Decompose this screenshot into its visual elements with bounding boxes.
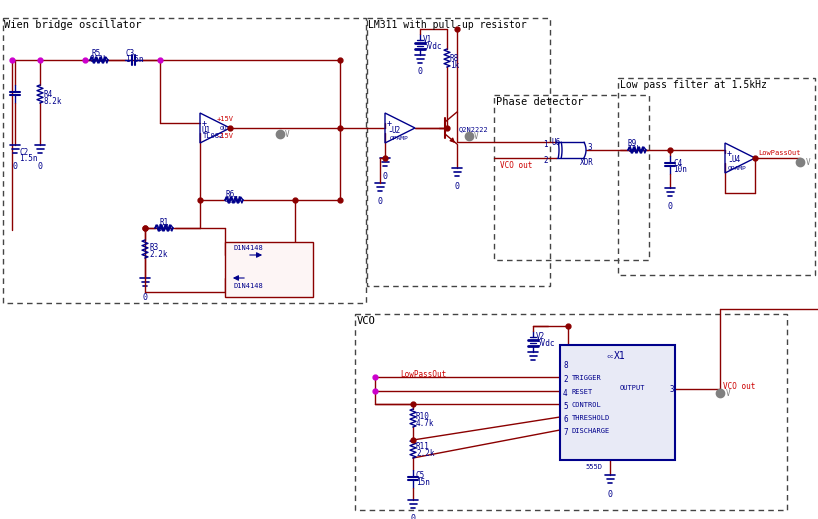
Text: LowPassOut: LowPassOut [400, 370, 447, 379]
Text: 0: 0 [383, 172, 388, 181]
Text: RESET: RESET [572, 389, 593, 395]
Text: R5: R5 [91, 49, 101, 58]
Text: OPAMP: OPAMP [390, 136, 409, 141]
Text: R1: R1 [160, 218, 169, 227]
Bar [618, 78, 815, 275]
Text: 1.5n: 1.5n [19, 154, 38, 163]
Text: TL082: TL082 [203, 133, 224, 139]
Text: OUTPUT: OUTPUT [620, 385, 645, 391]
Text: 0: 0 [12, 162, 17, 171]
Text: V2: V2 [536, 332, 546, 341]
Text: Phase detector: Phase detector [496, 97, 583, 107]
Text: 8.2k: 8.2k [44, 97, 62, 106]
Text: 5Vdc: 5Vdc [423, 42, 442, 51]
Text: C4: C4 [673, 159, 682, 168]
Text: +: + [202, 119, 207, 129]
Text: 0: 0 [417, 67, 423, 76]
Text: 2: 2 [563, 375, 568, 384]
Text: 8.2k: 8.2k [90, 55, 109, 64]
Text: D1N4148: D1N4148 [233, 245, 263, 251]
Text: C2: C2 [19, 148, 29, 157]
Text: 8: 8 [563, 361, 568, 370]
Text: -15V: -15V [217, 133, 234, 139]
Text: 3: 3 [670, 385, 675, 394]
Text: C5: C5 [416, 471, 425, 480]
Text: VCO out: VCO out [723, 382, 755, 391]
Text: VCO: VCO [357, 316, 375, 326]
Text: LowPassOut: LowPassOut [758, 150, 801, 156]
Text: 2.2k: 2.2k [149, 250, 168, 259]
Text: +: + [387, 119, 392, 129]
Text: V: V [726, 389, 730, 398]
Text: Q2N2222: Q2N2222 [459, 126, 488, 132]
Text: 0: 0 [411, 514, 416, 519]
Text: cc: cc [606, 354, 614, 359]
Text: VCO out: VCO out [500, 161, 533, 170]
Text: 0: 0 [608, 490, 613, 499]
Text: R10: R10 [416, 412, 430, 421]
Text: 5: 5 [563, 402, 568, 411]
Text: TRIGGER: TRIGGER [572, 375, 602, 381]
Text: 10n: 10n [673, 165, 687, 174]
Text: 7: 7 [563, 428, 568, 437]
Bar [494, 95, 649, 260]
Text: -: - [727, 156, 733, 166]
Text: 60k: 60k [158, 224, 172, 233]
Text: R8: R8 [450, 54, 459, 63]
Text: 0: 0 [455, 182, 460, 191]
Text: XOR: XOR [580, 158, 594, 167]
Text: 555D: 555D [585, 464, 602, 470]
Text: 1.5n: 1.5n [125, 55, 143, 64]
Text: 0: 0 [667, 202, 672, 211]
Text: Wien bridge oscillator: Wien bridge oscillator [4, 20, 142, 30]
Text: 0: 0 [377, 197, 383, 206]
Text: OPAMP: OPAMP [728, 166, 747, 171]
Text: 1k: 1k [450, 61, 459, 70]
Text: D1N4148: D1N4148 [233, 283, 263, 289]
Text: U6: U6 [552, 138, 561, 147]
Text: CONTROL: CONTROL [572, 402, 602, 408]
Text: THRESHOLD: THRESHOLD [572, 415, 610, 421]
Text: C3: C3 [126, 49, 135, 58]
Text: R6: R6 [225, 190, 234, 199]
Text: DISCHARGE: DISCHARGE [572, 428, 610, 434]
Text: 4.7k: 4.7k [416, 419, 434, 428]
Text: -: - [202, 126, 208, 136]
Text: V: V [474, 132, 479, 141]
Text: V: V [285, 130, 290, 139]
Text: LM311 with pull-up resistor: LM311 with pull-up resistor [368, 20, 527, 30]
Text: 4.7k: 4.7k [225, 196, 244, 205]
Text: 0: 0 [38, 162, 43, 171]
Text: R11: R11 [416, 442, 430, 451]
Text: Low pass filter at 1.5kHz: Low pass filter at 1.5kHz [620, 80, 767, 90]
Bar [3, 18, 366, 303]
Text: R4: R4 [44, 90, 53, 99]
Text: 2.2k: 2.2k [416, 449, 434, 458]
Text: +15V: +15V [217, 116, 234, 122]
Bar [355, 314, 787, 510]
Text: 4: 4 [563, 389, 568, 398]
Text: R9: R9 [628, 139, 637, 148]
Text: V: V [806, 158, 811, 167]
Text: X1: X1 [614, 351, 626, 361]
Text: U4: U4 [732, 155, 741, 164]
Text: 1: 1 [543, 140, 548, 149]
Text: U1: U1 [201, 126, 210, 135]
Text: 12k: 12k [627, 145, 640, 154]
Text: R3: R3 [149, 243, 158, 252]
Text: 0: 0 [142, 293, 147, 302]
Text: 5Vdc: 5Vdc [536, 339, 555, 348]
Bar [367, 18, 550, 286]
Text: V1: V1 [423, 35, 432, 44]
Text: 15n: 15n [416, 478, 430, 487]
Text: 6: 6 [563, 415, 568, 424]
Text: 2: 2 [543, 156, 548, 165]
Bar [560, 345, 675, 460]
Text: 3: 3 [588, 143, 592, 152]
Text: +: + [727, 149, 732, 158]
Text: -: - [387, 126, 393, 136]
Bar [225, 242, 313, 297]
Text: OUT: OUT [220, 126, 231, 131]
Text: U2: U2 [392, 126, 402, 135]
